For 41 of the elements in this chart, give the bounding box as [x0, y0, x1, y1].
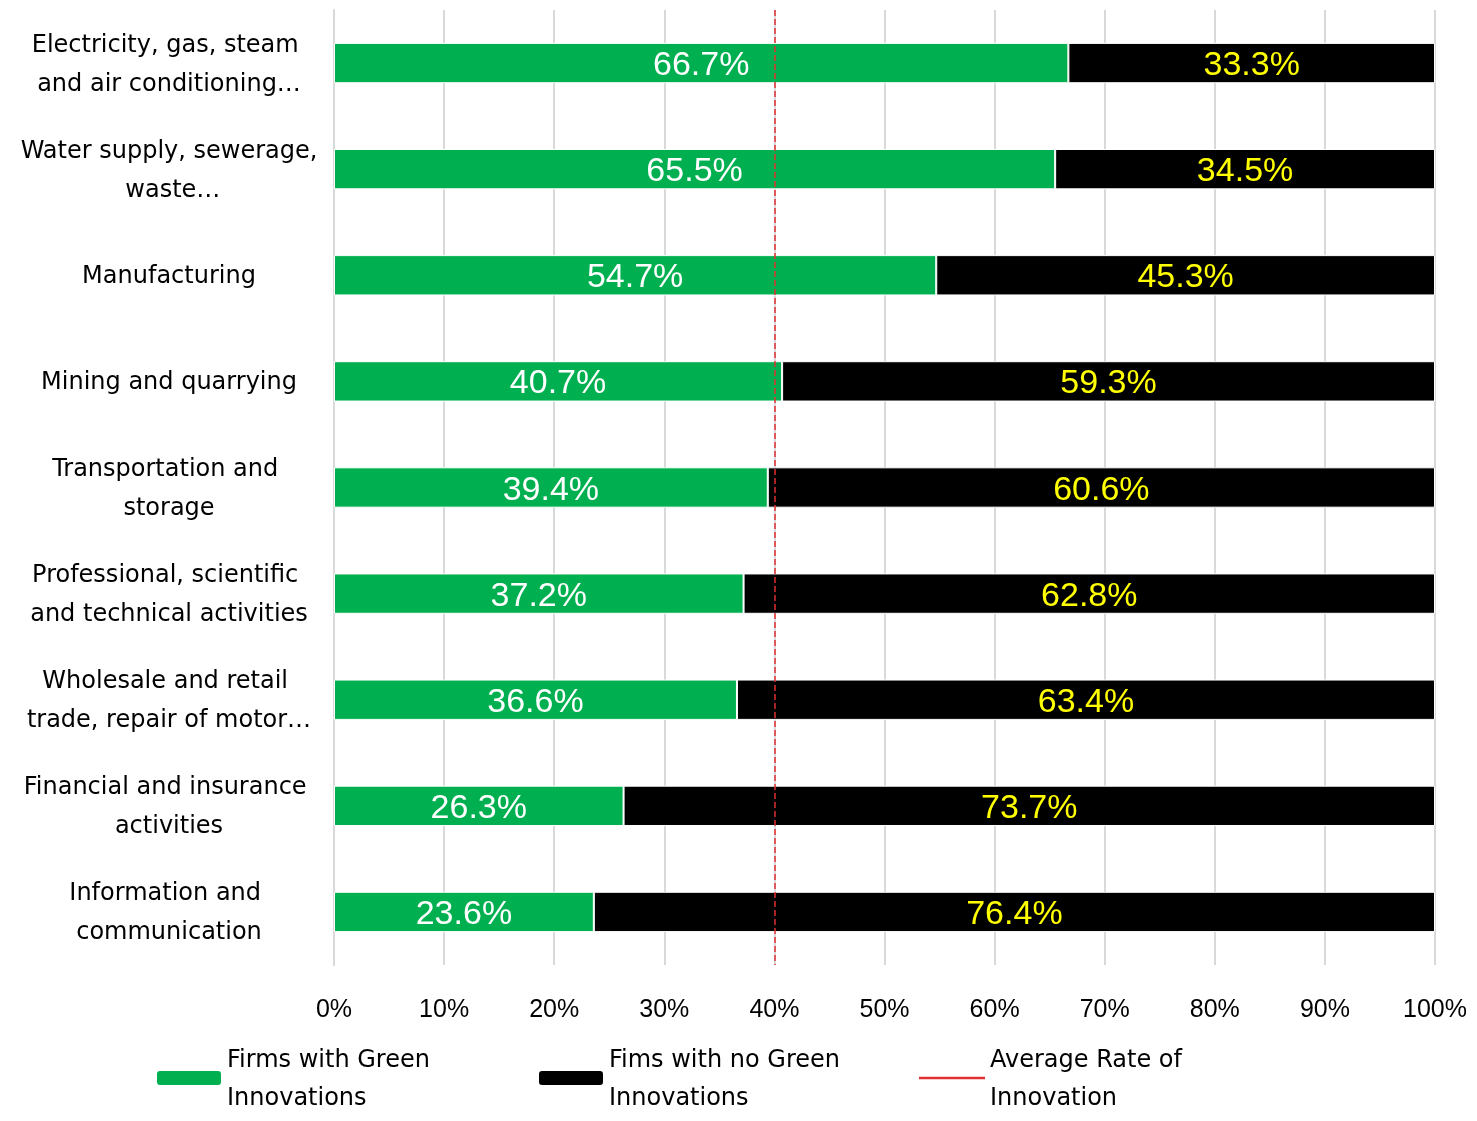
- legend-label: Firms with Green Innovations: [227, 1045, 438, 1111]
- data-label: 62.8%: [1041, 574, 1138, 613]
- data-label: 65.5%: [646, 150, 743, 189]
- data-label: 37.2%: [490, 574, 587, 613]
- data-label: 76.4%: [966, 892, 1063, 931]
- x-tick-label: 80%: [1189, 993, 1240, 1022]
- data-label: 59.3%: [1060, 362, 1157, 401]
- x-tick-label: 70%: [1079, 993, 1130, 1022]
- data-label: 33.3%: [1203, 44, 1300, 83]
- data-label: 54.7%: [586, 256, 684, 295]
- x-tick-label: 50%: [859, 993, 910, 1022]
- x-tick-label: 60%: [969, 993, 1020, 1022]
- data-label: 34.5%: [1196, 150, 1294, 189]
- x-tick-label: 90%: [1299, 993, 1350, 1022]
- x-tick-label: 100%: [1403, 993, 1467, 1022]
- data-label: 63.4%: [1037, 680, 1135, 719]
- data-label: 66.7%: [652, 44, 750, 83]
- y-tick-label: Information and communication: [69, 878, 269, 946]
- data-label: 23.6%: [415, 892, 513, 931]
- legend-label: Average Rate of Innovation: [990, 1045, 1190, 1111]
- y-tick-label: Manufacturing: [82, 261, 256, 290]
- y-tick-label: Professional, scientific and technical activities: [30, 560, 308, 628]
- x-tick-label: 10%: [419, 993, 470, 1022]
- y-tick-label: Electricity, gas, steam and air conditioning…: [31, 29, 307, 97]
- y-tick-label: Wholesale and retail trade, repair of motor…: [26, 666, 312, 734]
- data-label: 26.3%: [430, 786, 527, 825]
- x-tick-label: 20%: [529, 993, 580, 1022]
- x-tick-label: 30%: [639, 993, 690, 1022]
- data-label: 60.6%: [1053, 468, 1150, 507]
- data-label: 39.4%: [502, 468, 600, 507]
- y-tick-label: Transportation and storage: [51, 454, 286, 521]
- data-label: 40.7%: [509, 362, 607, 401]
- data-label: 73.7%: [981, 786, 1078, 825]
- data-label: 45.3%: [1137, 256, 1234, 295]
- y-tick-label: Mining and quarrying: [41, 367, 297, 396]
- legend-label: Fims with no Green Innovations: [609, 1045, 848, 1111]
- data-label: 36.6%: [487, 680, 584, 719]
- y-tick-label: Financial and insurance activities: [23, 772, 315, 840]
- x-tick-label: 0%: [315, 993, 353, 1022]
- y-tick-label: Water supply, sewerage, waste…: [20, 135, 318, 203]
- x-tick-label: 40%: [749, 993, 800, 1022]
